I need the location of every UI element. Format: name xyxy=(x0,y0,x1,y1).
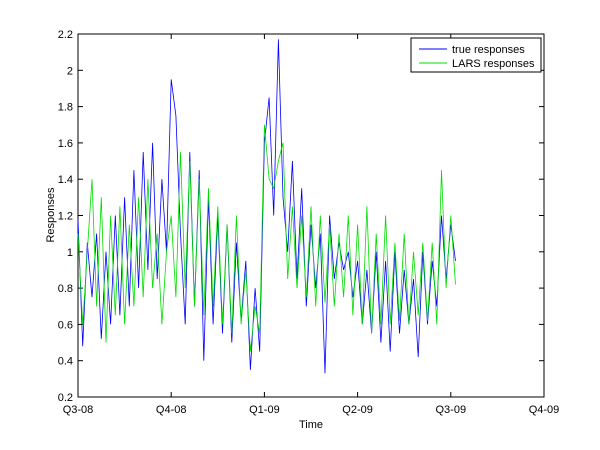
x-tick-label: Q4-08 xyxy=(156,404,187,416)
legend-box xyxy=(410,37,542,73)
legend-label-true-responses: true responses xyxy=(452,44,525,56)
y-tick-label: 1.8 xyxy=(58,102,73,114)
y-tick-label: 0.4 xyxy=(58,356,73,368)
y-tick-label: 1.6 xyxy=(58,138,73,150)
x-tick-label: Q1-09 xyxy=(249,404,280,416)
y-tick-label: 2.2 xyxy=(58,29,73,41)
y-tick-label: 0.8 xyxy=(58,283,73,295)
legend: true responses LARS responses xyxy=(410,37,542,73)
y-axis: 0.2 0.4 0.6 0.8 1 1.2 1.4 1.6 1.8 2 2.2 xyxy=(58,29,544,404)
y-axis-title: Responses xyxy=(45,187,57,243)
y-tick-label: 1 xyxy=(67,247,73,259)
x-axis: Q3-08 Q4-08 Q1-09 Q2-09 Q3-09 Q4-09 xyxy=(63,34,560,416)
x-tick-label: Q4-09 xyxy=(529,404,560,416)
y-tick-label: 1.2 xyxy=(58,211,73,223)
x-tick-label: Q3-08 xyxy=(63,404,94,416)
plot-area xyxy=(77,33,545,398)
series-line-lars-responses xyxy=(77,124,456,352)
y-tick-label: 2 xyxy=(67,65,73,77)
x-tick-label: Q3-09 xyxy=(436,404,467,416)
y-tick-label: 0.2 xyxy=(58,392,73,404)
x-tick-label: Q2-09 xyxy=(342,404,373,416)
legend-label-lars-responses: LARS responses xyxy=(452,58,535,70)
y-tick-label: 0.6 xyxy=(58,319,73,331)
series-layer xyxy=(77,39,456,374)
series-line-true-responses xyxy=(77,39,456,374)
y-tick-label: 1.4 xyxy=(58,174,73,186)
x-axis-title: Time xyxy=(299,419,323,431)
